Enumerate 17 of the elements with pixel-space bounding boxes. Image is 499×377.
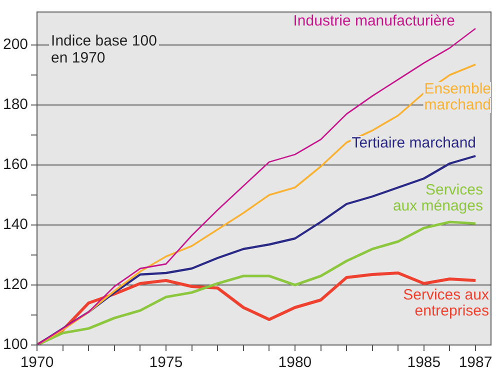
x-tick-label: 1985 [407,354,441,372]
text: Indice base 100 en 1970 [51,32,157,67]
y-tick-label: 100 [2,336,28,354]
series-label: Services aux ménages [392,182,483,215]
x-tick-label: 1970 [20,354,54,372]
series-label: Ensemble marchand [424,80,491,114]
x-tick-label: 1980 [278,354,312,372]
series-label: Tertiaire marchand [352,134,476,152]
y-tick-label: 120 [2,276,28,294]
y-tick-label: 200 [2,36,28,54]
y-tick-label: 180 [2,96,28,114]
series-label: Services aux entreprises [403,286,490,320]
x-tick-label: 1987 [458,354,492,372]
y-tick-label: 140 [2,216,28,234]
series-label: Industrie manufacturière [293,12,455,30]
y-tick-label: 160 [2,156,28,174]
x-tick-label: 1975 [149,354,183,372]
